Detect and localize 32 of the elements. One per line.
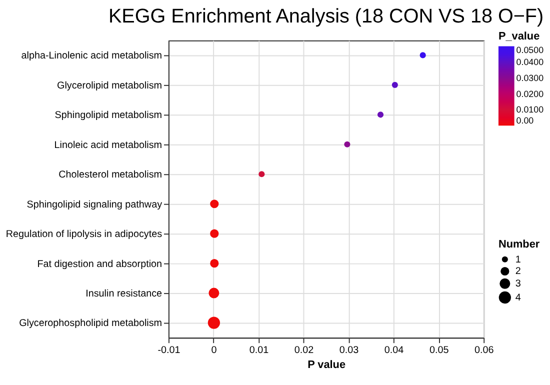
y-tick-label: Sphingolipid metabolism	[54, 110, 162, 122]
color-bar-label: 0.0200	[516, 88, 544, 99]
x-tick-label: 0.04	[384, 345, 404, 356]
legend-label: 1	[515, 254, 522, 266]
y-tick-label: Insulin resistance	[86, 288, 163, 300]
y-tick-label: Linoleic acid metabolism	[54, 140, 162, 151]
x-tick-label: 0.02	[294, 345, 314, 356]
legend-label: 2	[515, 266, 521, 278]
x-tick-label: 0	[211, 345, 218, 356]
x-tick-label: 0.01	[249, 345, 270, 356]
color-bar-label: 0.00	[516, 116, 534, 126]
y-tick-label: Glycerophospholipid metabolism	[19, 318, 162, 330]
x-tick-label: 0.03	[339, 345, 360, 356]
color-bar-label: 0.0100	[516, 104, 544, 115]
y-tick-label: Sphingolipid signaling pathway	[26, 199, 162, 210]
legend-title: Number	[498, 238, 540, 250]
color-bar-label: 0.0500	[516, 45, 544, 56]
y-tick-label: alpha-Linolenic acid metabolism	[21, 50, 162, 62]
x-axis-title: P value	[308, 358, 346, 371]
chart-title: KEGG Enrichment Analysis (18 CON VS 18 O−F)	[108, 6, 544, 28]
y-tick-label: Regulation of lipolysis in adipocytes	[6, 229, 162, 240]
y-tick-label: Fat digestion and absorption	[37, 258, 162, 270]
color-bar-label: 0.0300	[516, 72, 544, 83]
legend-label: 3	[515, 278, 522, 290]
y-tick-label: Glycerolipid metabolism	[57, 80, 162, 92]
legend-label: 4	[515, 292, 522, 304]
color-bar-label: 0.0400	[516, 57, 544, 68]
y-tick-label: Cholesterol metabolism	[58, 170, 162, 181]
x-tick-label: 0.06	[474, 345, 494, 356]
x-tick-label: -0.01	[158, 345, 181, 356]
x-tick-label: 0.05	[429, 345, 450, 356]
color-bar-title: P_value	[498, 30, 540, 42]
